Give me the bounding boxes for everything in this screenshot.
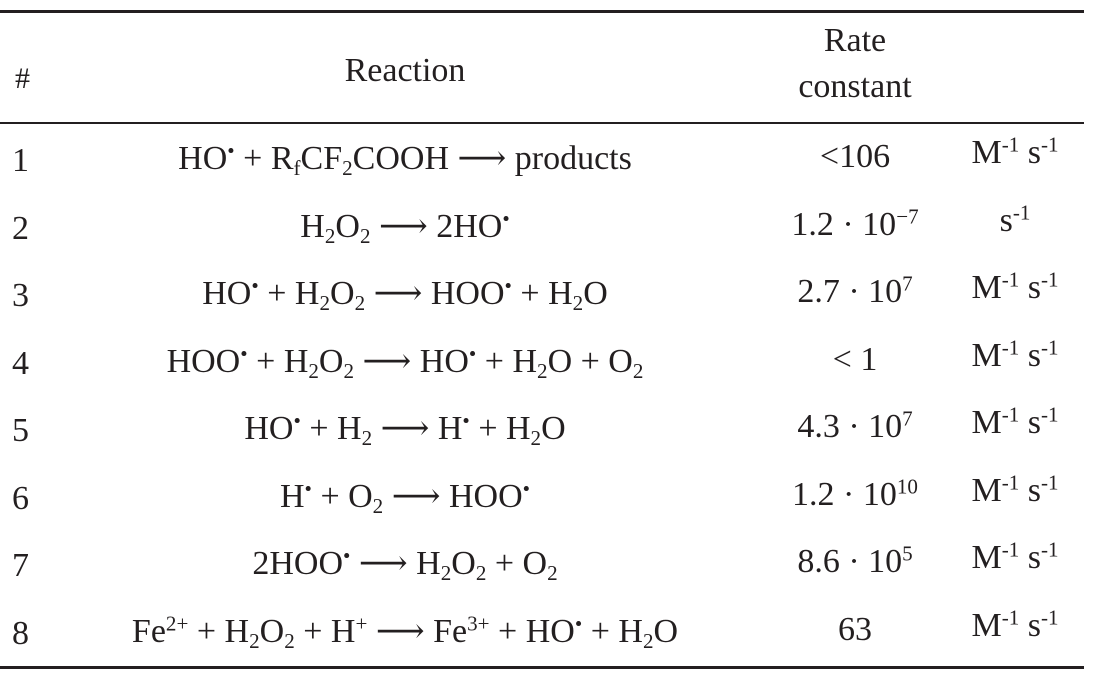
- table-row: 2 H2O2 ⟶ 2HO• 1.2 · 10−7 s-1: [0, 194, 1098, 261]
- table-row: 5 HO• + H2 ⟶ H• + H2O 4.3 · 107 M-1 s-1: [0, 396, 1098, 463]
- row-number: 2: [12, 209, 29, 247]
- reaction-equation: H2O2 ⟶ 2HO•: [300, 205, 510, 248]
- row-number: 3: [12, 277, 29, 314]
- rate-constant-value: 2.7 · 107: [797, 271, 913, 310]
- reaction-equation: H• + O2 ⟶ HOO•: [279, 475, 531, 518]
- rate-constant-unit: s-1: [999, 199, 1031, 239]
- row-number: 1: [12, 142, 29, 179]
- row-number: 7: [12, 547, 29, 584]
- rate-constant-unit: M-1 s-1: [971, 604, 1059, 644]
- row-number: 6: [12, 479, 29, 517]
- rate-constant-unit: M-1 s-1: [971, 132, 1059, 171]
- table-row: 3 HO• + H2O2 ⟶ HOO• + H2O 2.7 · 107 M-1 s-1: [0, 261, 1098, 328]
- reaction-equation: 2HOO• ⟶ H2O2 + O2: [252, 543, 558, 585]
- row-number: 5: [12, 412, 29, 449]
- table-bottom-rule: [0, 666, 1084, 669]
- header-reaction: Reaction: [344, 52, 466, 89]
- rate-constant-value: 63: [838, 610, 872, 648]
- rate-constant-value: 8.6 · 105: [797, 541, 913, 580]
- row-number: 4: [12, 344, 29, 382]
- table-top-rule: [0, 10, 1084, 13]
- header-rate-line1: Rate: [823, 22, 887, 59]
- rate-constant-value: 1.2 · 10−7: [791, 203, 919, 243]
- reaction-equation: HOO• + H2O2 ⟶ HO• + H2O + O2: [166, 340, 644, 383]
- reaction-equation: HO• + H2 ⟶ H• + H2O: [244, 408, 566, 450]
- rate-constant-unit: M-1 s-1: [971, 267, 1059, 306]
- table-row: 1 HO• + RfCF2COOH ⟶ products <106 M-1 s-1: [0, 126, 1098, 193]
- header-rate-constant: Rate constant: [760, 18, 950, 110]
- rate-constant-value: 1.2 · 1010: [792, 473, 918, 513]
- table-row: 6 H• + O2 ⟶ HOO• 1.2 · 1010 M-1 s-1: [0, 464, 1098, 531]
- row-number: 8: [12, 614, 29, 652]
- rate-constant-unit: M-1 s-1: [971, 469, 1059, 509]
- table-row: 8 Fe2+ + H2O2 + H+ ⟶ Fe3+ + HO• + H2O 63 M-…: [0, 599, 1098, 666]
- rate-constant-unit: M-1 s-1: [971, 402, 1059, 441]
- rate-constant-value: <106: [819, 138, 891, 175]
- table-row: 7 2HOO• ⟶ H2O2 + O2 8.6 · 105 M-1 s-1: [0, 531, 1098, 598]
- header-number: #: [15, 62, 30, 95]
- table-row: 4 HOO• + H2O2 ⟶ HO• + H2O + O2 < 1 M-1 s-1: [0, 329, 1098, 396]
- rate-constant-unit: M-1 s-1: [971, 334, 1059, 374]
- rate-constant-value: 4.3 · 107: [797, 406, 913, 445]
- header-rate-line2: constant: [798, 68, 912, 105]
- reaction-equation: HO• + H2O2 ⟶ HOO• + H2O: [202, 273, 608, 315]
- rate-constant-value: < 1: [832, 340, 878, 378]
- reaction-equation: HO• + RfCF2COOH ⟶ products: [178, 138, 632, 180]
- header-bottom-rule: [0, 122, 1084, 124]
- rate-constant-unit: M-1 s-1: [971, 537, 1059, 576]
- reaction-equation: Fe2+ + H2O2 + H+ ⟶ Fe3+ + HO• + H2O: [131, 610, 679, 653]
